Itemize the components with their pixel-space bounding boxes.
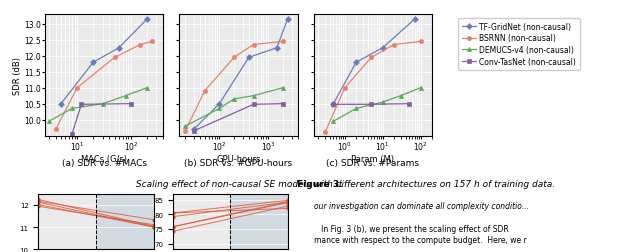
DEMUCS-v4 (non-causal)	[353, 108, 360, 111]
DEMUCS-v4 (non-causal)	[279, 87, 287, 90]
Text: (b) SDR vs. #GPU-hours: (b) SDR vs. #GPU-hours	[184, 159, 292, 168]
Conv-TasNet (non-causal)	[405, 103, 413, 106]
BSRNN (non-causal)	[390, 44, 398, 47]
DEMUCS-v4 (non-causal)	[122, 95, 129, 98]
Bar	[230, 194, 288, 249]
Line: BSRNN (non-causal): BSRNN (non-causal)	[323, 40, 422, 135]
Text: Figure 3:: Figure 3:	[297, 179, 343, 188]
Text: Scaling effect of non-causal SE models with different architectures on 157 h of : Scaling effect of non-causal SE models w…	[133, 179, 556, 188]
BSRNN (non-causal)	[182, 130, 189, 133]
TF-GridNet (non-causal)	[190, 128, 198, 131]
TF-GridNet (non-causal)	[216, 103, 223, 106]
Text: In Fig. 3 (b), we present the scaling effect of SDR
mance with respect to the co: In Fig. 3 (b), we present the scaling ef…	[314, 224, 526, 244]
BSRNN (non-causal)	[136, 44, 144, 47]
TF-GridNet (non-causal)	[273, 47, 281, 50]
DEMUCS-v4 (non-causal)	[250, 95, 257, 98]
Conv-TasNet (non-causal)	[77, 103, 85, 106]
Legend: TF-GridNet (non-causal), BSRNN (non-causal), DEMUCS-v4 (non-causal), Conv-TasNet: TF-GridNet (non-causal), BSRNN (non-caus…	[458, 19, 580, 70]
TF-GridNet (non-causal)	[245, 57, 253, 60]
Line: DEMUCS-v4 (non-causal): DEMUCS-v4 (non-causal)	[183, 86, 285, 129]
Line: TF-GridNet (non-causal): TF-GridNet (non-causal)	[59, 18, 149, 106]
Line: TF-GridNet (non-causal): TF-GridNet (non-causal)	[332, 18, 417, 106]
DEMUCS-v4 (non-causal)	[417, 87, 424, 90]
DEMUCS-v4 (non-causal)	[379, 101, 387, 104]
Conv-TasNet (non-causal)	[190, 130, 198, 133]
BSRNN (non-causal)	[148, 41, 156, 44]
Line: Conv-TasNet (non-causal): Conv-TasNet (non-causal)	[70, 102, 133, 137]
BSRNN (non-causal)	[341, 87, 349, 90]
BSRNN (non-causal)	[230, 57, 238, 60]
Y-axis label: SDR (dB): SDR (dB)	[13, 57, 22, 94]
TF-GridNet (non-causal)	[379, 47, 387, 50]
Conv-TasNet (non-causal)	[127, 103, 134, 106]
Conv-TasNet (non-causal)	[330, 103, 337, 106]
BSRNN (non-causal)	[367, 57, 375, 60]
X-axis label: MACs (G/s): MACs (G/s)	[81, 154, 127, 163]
DEMUCS-v4 (non-causal)	[397, 95, 404, 98]
TF-GridNet (non-causal)	[143, 18, 151, 21]
BSRNN (non-causal)	[111, 57, 118, 60]
BSRNN (non-causal)	[201, 90, 209, 93]
Text: our investigation can dominate all complexity conditio...: our investigation can dominate all compl…	[314, 202, 529, 211]
Line: Conv-TasNet (non-causal): Conv-TasNet (non-causal)	[332, 102, 412, 107]
TF-GridNet (non-causal)	[330, 103, 337, 106]
Line: Conv-TasNet (non-causal): Conv-TasNet (non-causal)	[192, 102, 285, 133]
BSRNN (non-causal)	[321, 131, 329, 134]
Conv-TasNet (non-causal)	[367, 103, 375, 106]
Bar	[96, 194, 154, 249]
Conv-TasNet (non-causal)	[250, 103, 257, 106]
TF-GridNet (non-causal)	[411, 18, 419, 21]
DEMUCS-v4 (non-causal)	[99, 103, 107, 106]
DEMUCS-v4 (non-causal)	[68, 108, 76, 111]
Line: TF-GridNet (non-causal): TF-GridNet (non-causal)	[192, 18, 290, 132]
TF-GridNet (non-causal)	[353, 61, 360, 64]
DEMUCS-v4 (non-causal)	[216, 108, 223, 111]
TF-GridNet (non-causal)	[57, 103, 65, 106]
Text: (c) SDR vs. #Params: (c) SDR vs. #Params	[326, 159, 419, 168]
Text: (a) SDR vs. #MACs: (a) SDR vs. #MACs	[61, 159, 147, 168]
TF-GridNet (non-causal)	[284, 18, 291, 21]
DEMUCS-v4 (non-causal)	[330, 120, 337, 123]
X-axis label: Param (M): Param (M)	[351, 154, 394, 163]
Line: BSRNN (non-causal): BSRNN (non-causal)	[183, 40, 285, 133]
Conv-TasNet (non-causal)	[279, 103, 287, 106]
Line: DEMUCS-v4 (non-causal): DEMUCS-v4 (non-causal)	[332, 86, 422, 124]
BSRNN (non-causal)	[52, 128, 60, 131]
BSRNN (non-causal)	[279, 41, 287, 44]
DEMUCS-v4 (non-causal)	[143, 87, 151, 90]
Line: DEMUCS-v4 (non-causal): DEMUCS-v4 (non-causal)	[47, 86, 149, 124]
Conv-TasNet (non-causal)	[68, 133, 76, 136]
Line: BSRNN (non-causal): BSRNN (non-causal)	[54, 40, 154, 132]
DEMUCS-v4 (non-causal)	[230, 98, 238, 101]
BSRNN (non-causal)	[417, 41, 424, 44]
BSRNN (non-causal)	[74, 87, 81, 90]
X-axis label: GPU-hours: GPU-hours	[216, 154, 260, 163]
DEMUCS-v4 (non-causal)	[182, 125, 189, 128]
TF-GridNet (non-causal)	[90, 61, 97, 64]
BSRNN (non-causal)	[250, 44, 257, 47]
TF-GridNet (non-causal)	[115, 47, 123, 50]
DEMUCS-v4 (non-causal)	[45, 120, 53, 123]
